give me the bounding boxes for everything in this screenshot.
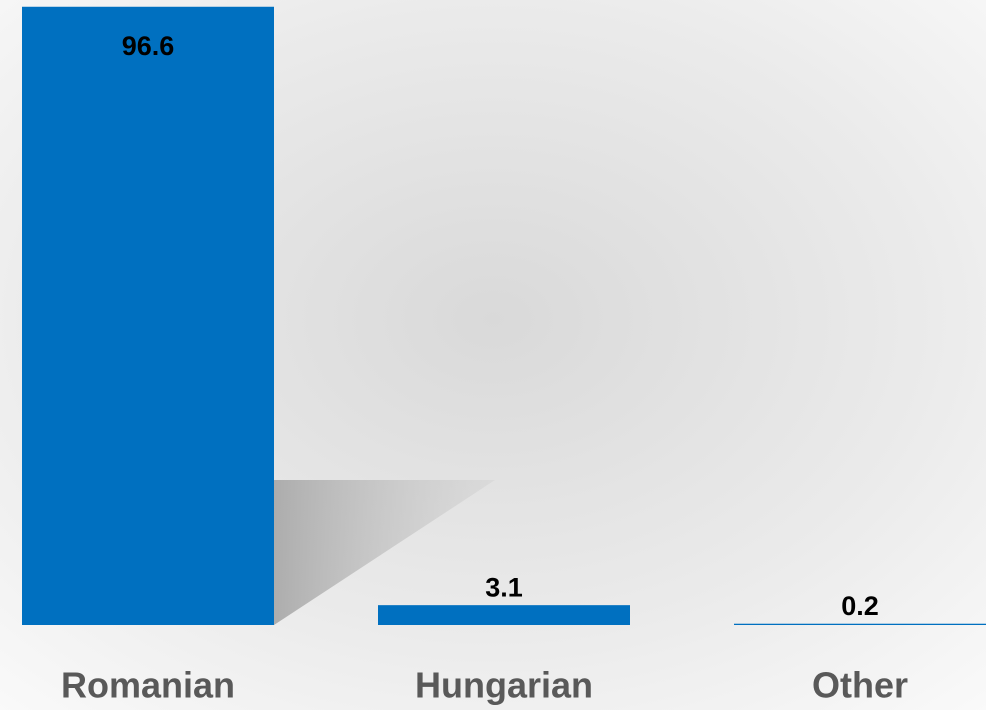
bar bbox=[378, 605, 630, 625]
bar-shadow bbox=[274, 480, 495, 625]
value-label: 96.6 bbox=[122, 31, 175, 61]
value-label: 0.2 bbox=[841, 591, 879, 621]
x-tick-label: Other bbox=[812, 665, 908, 706]
x-tick-label: Hungarian bbox=[415, 665, 593, 706]
bar bbox=[22, 6, 274, 625]
bar bbox=[734, 623, 986, 625]
value-label: 3.1 bbox=[485, 572, 523, 602]
x-tick-label: Romanian bbox=[61, 665, 235, 706]
